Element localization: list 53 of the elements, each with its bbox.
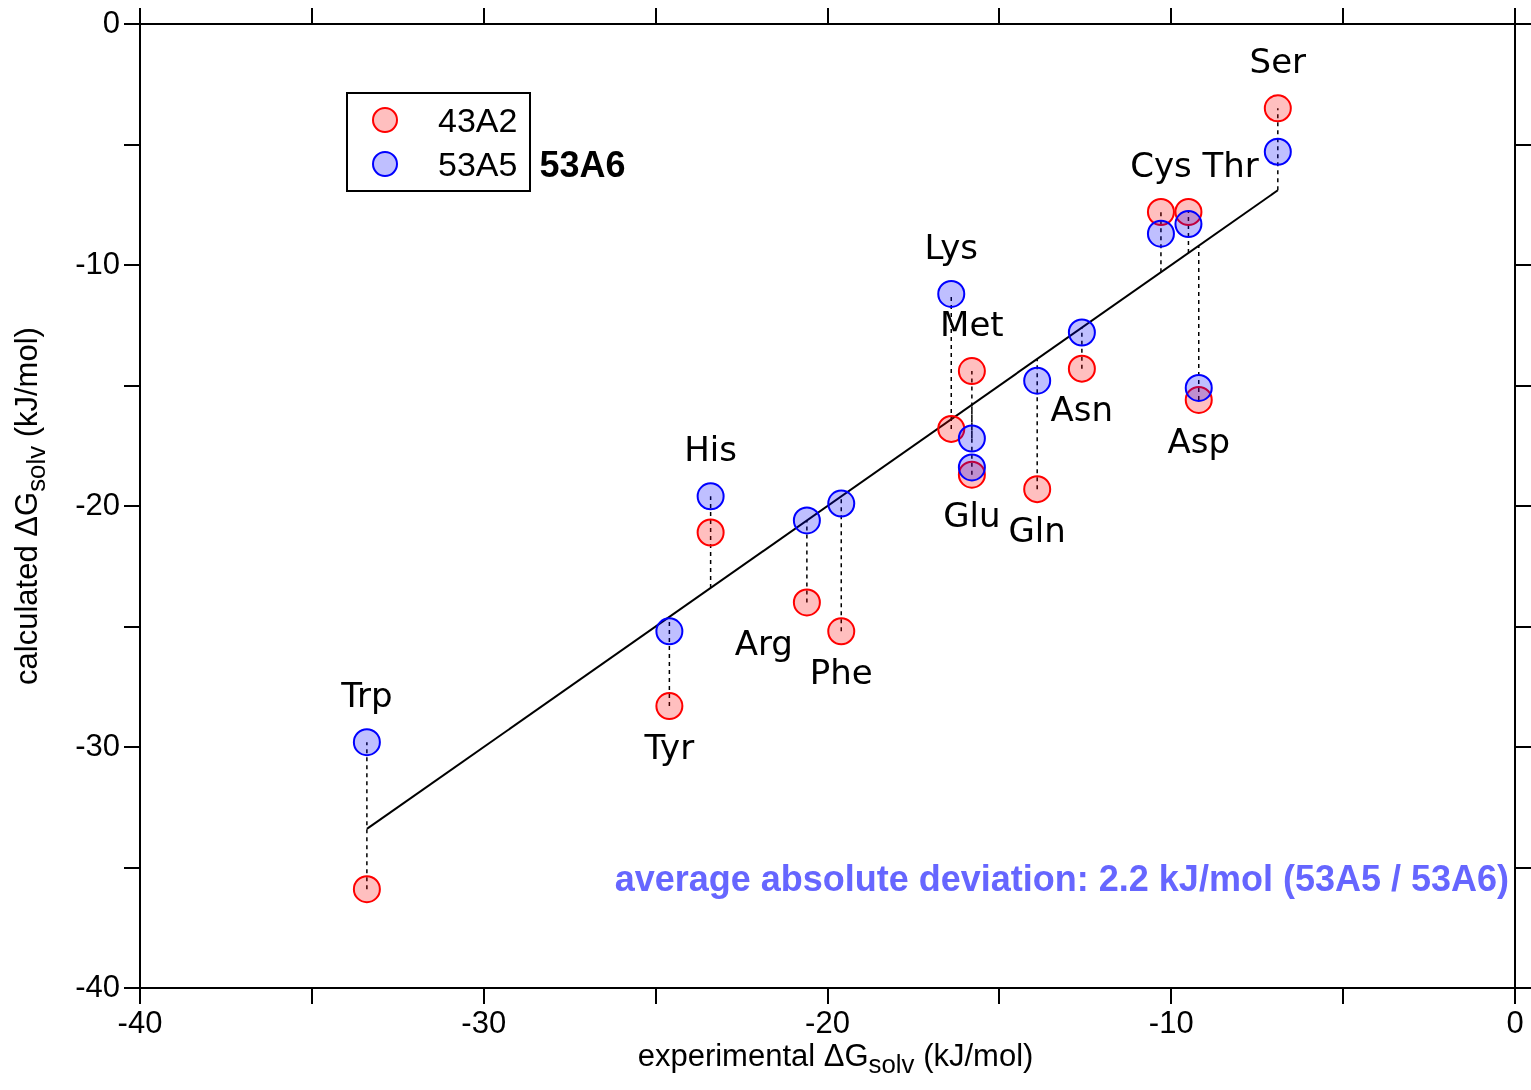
x-tick-label: -30: [461, 1005, 507, 1041]
annotation: Asp: [1167, 420, 1231, 461]
annotation: Lys: [924, 226, 979, 267]
y-tick-label: -40: [75, 968, 120, 1004]
point: [655, 692, 684, 721]
legend-label: 53A5: [438, 144, 518, 184]
x-tick-label: -20: [805, 1005, 850, 1041]
point: [655, 617, 684, 646]
annotation: Thr: [1201, 144, 1259, 185]
annotation: Arg: [734, 623, 793, 664]
x-tick-label: 0: [1506, 1005, 1524, 1041]
point: [1067, 354, 1096, 383]
point: [696, 518, 725, 547]
x-axis-title: experimental ΔG$_{solv}$ (kJ/mol): [637, 1038, 1034, 1079]
annotation: average absolute deviation: 2.2 kJ/mol (53A5 / 53A6): [614, 858, 1509, 900]
y-tick-label: -10: [75, 245, 120, 281]
point: [1174, 210, 1203, 239]
point: [1023, 366, 1052, 395]
annotation: Tyr: [643, 726, 695, 767]
point: [696, 482, 725, 511]
annotation: Cys: [1130, 144, 1192, 185]
y-tick-label: -20: [75, 486, 120, 522]
point: [957, 424, 986, 453]
x-tick-label: -10: [1148, 1005, 1194, 1041]
annotation: Asn: [1050, 389, 1114, 430]
point: [827, 617, 856, 646]
point: [957, 453, 986, 482]
y-tick-label: -30: [75, 727, 120, 763]
annotation: Gln: [1008, 509, 1066, 550]
point: [827, 489, 856, 518]
point: [352, 875, 381, 904]
point: [1263, 137, 1292, 166]
point: [792, 588, 821, 617]
point: [1023, 475, 1052, 504]
point: [1146, 219, 1175, 248]
annotation: Phe: [809, 652, 873, 693]
annotation: Trp: [340, 675, 393, 716]
legend-title: 53A6: [539, 144, 626, 186]
point: [352, 728, 381, 757]
point: [1067, 318, 1096, 347]
y-tick-label: 0: [102, 4, 120, 40]
point: [937, 279, 966, 308]
annotation: Met: [940, 303, 1004, 344]
point: [1184, 373, 1213, 402]
annotation: Glu: [943, 495, 1001, 536]
x-tick-label: -40: [117, 1005, 163, 1041]
point: [957, 357, 986, 386]
legend-label: 43A2: [438, 100, 518, 140]
point: [792, 506, 821, 535]
annotation: His: [684, 429, 737, 470]
point: [1263, 94, 1292, 123]
point: [937, 414, 966, 443]
annotation: Ser: [1249, 41, 1307, 82]
